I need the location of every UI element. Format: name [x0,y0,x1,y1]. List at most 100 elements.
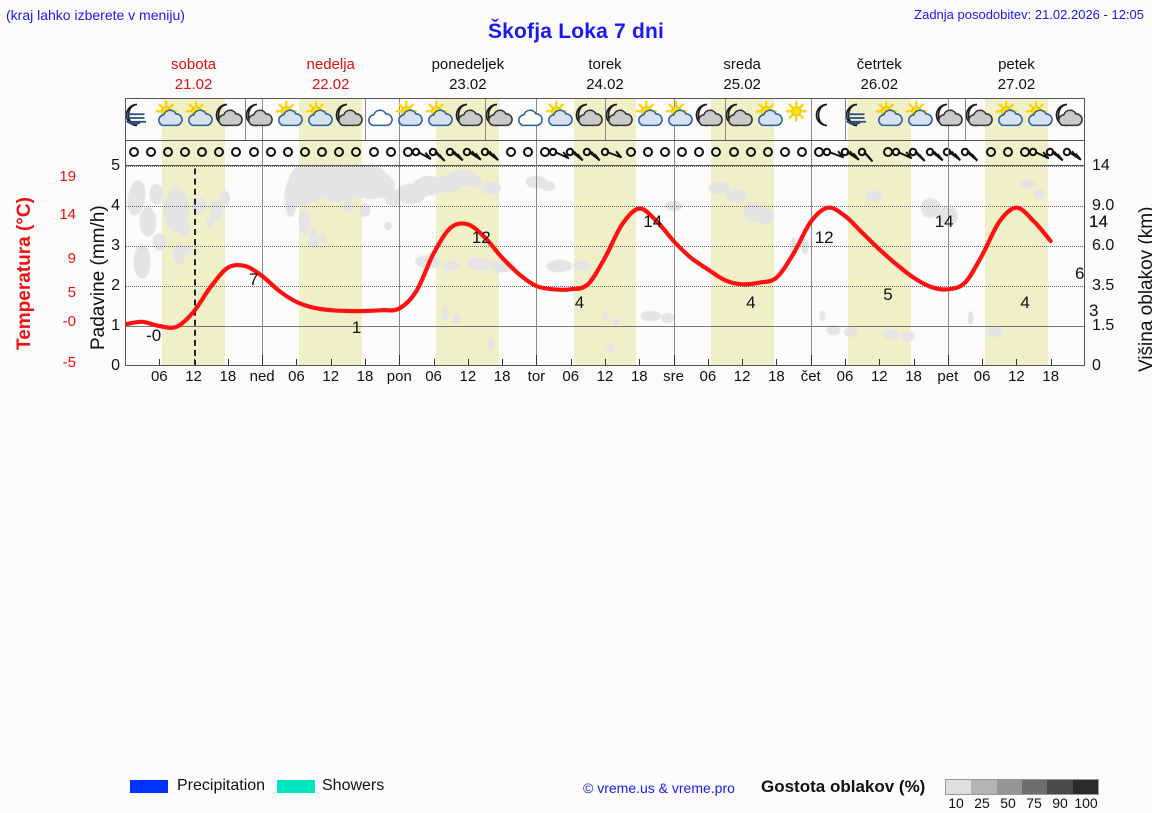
graph-area [125,166,1085,366]
time-tick-label: 18 [219,368,237,385]
time-tick-label: 12 [1008,368,1025,385]
x-tick [845,359,846,366]
page-title: Škofja Loka 7 dni [487,20,665,43]
wind-calm-icon [496,141,526,163]
sun-cloud-icon [875,100,905,136]
x-tick [399,355,401,366]
cloud-density-step [946,780,972,794]
icon-cell-separator [725,98,726,140]
temperature-value-label: 3 [1089,301,1099,321]
x-tick [742,359,744,366]
x-tick [365,359,366,366]
day-name: sreda [723,56,761,73]
time-tick-label: 18 [905,368,922,385]
wind-calm-icon [513,141,543,163]
x-tick [1016,359,1018,366]
cloud-icon [365,100,395,136]
vertical-gridline [810,166,812,366]
wind-calm-icon [153,141,183,163]
precipitation-tick-label: 0 [111,357,120,374]
day-date: 27.02 [997,76,1036,93]
vertical-gridline [262,166,264,366]
temperature-value-label: 6 [1075,264,1085,284]
cloud-density-step [1021,780,1048,794]
x-tick [536,355,538,366]
time-tick-label: 06 [288,368,305,385]
horizontal-gridline [125,326,1085,327]
time-tick-label: 18 [630,368,648,385]
time-tick-label: 12 [733,368,751,385]
temperature-tick-label: -0 [62,313,76,330]
x-tick [570,359,572,366]
x-tick [502,359,504,366]
wind-cell-separator [673,141,675,165]
sun-cloud-icon [305,100,335,136]
horizontal-gridline [125,286,1085,287]
time-tick-label: 06 [973,368,991,385]
weather-icon-row [125,98,1085,141]
wind-calm-icon [341,141,371,163]
menu-hint-text: (kraj lahko izberete v meniju) [6,7,185,23]
wind-barb-icon [1027,141,1057,163]
day-header-petek: petek 27.02 [948,55,1085,97]
copyright-text[interactable]: © vreme.us & vreme.pro [583,780,735,796]
cloudheight-tick-label: 9.0 [1092,197,1115,214]
wind-barb-icon [410,141,440,163]
wind-calm-icon [633,141,663,163]
vertical-gridline [673,166,675,366]
time-tick-label: pet [937,368,959,385]
precipitation-swatch [130,780,168,793]
time-tick-label: 06 [150,368,168,385]
icon-cell-separator [845,98,846,140]
sun-cloud-icon [545,100,575,136]
wind-calm-icon [307,141,337,163]
time-tick-label: 12 [870,368,888,385]
horizontal-gridline [125,206,1085,207]
moon-cloud-icon [455,100,485,136]
day-header-nedelja: nedelja 22.02 [262,55,399,97]
time-tick-label: 06 [562,368,580,385]
moon-cloud-icon [965,100,995,136]
day-date: 23.02 [449,76,487,93]
wind-calm-icon [753,141,783,163]
precipitation-tick-label: 1 [111,317,120,334]
temperature-value-label: 4 [1020,293,1030,312]
icon-cell-separator [245,98,246,140]
time-tick-label: 06 [699,368,717,385]
wind-calm-icon [256,141,286,163]
wind-barb-icon [581,141,611,163]
cloud-icon [515,100,545,136]
wind-calm-icon [667,141,697,163]
x-tick [879,359,881,366]
cloud-density-step [971,780,997,794]
day-name: ponedeljek [431,56,505,73]
wind-calm-icon [770,141,800,163]
x-tick [296,359,298,366]
showers-legend-label: Showers [322,777,385,794]
x-tick [776,359,778,366]
wind-barb-icon [959,141,989,163]
temperature-tick-label: 9 [67,250,76,267]
time-tick-label: ned [249,368,275,385]
wind-cell-separator [536,141,538,165]
wind-calm-icon [376,141,406,163]
temperature-curve [125,205,1053,330]
precipitation-tick-label: 3 [111,237,120,254]
moon-cloud-icon [245,100,275,136]
sun-cloud-icon [905,100,935,136]
temperature-tick-label: -5 [62,354,76,371]
day-date: 24.02 [586,76,624,93]
day-date: 26.02 [860,76,899,93]
wind-barb-icon [599,141,629,163]
wind-calm-icon [684,141,714,163]
cloud-density-step [1047,780,1073,794]
wind-calm-icon [701,141,731,163]
cloud-density-tick-label: 100 [1074,795,1098,811]
moon-cloud-icon [935,100,965,136]
x-tick [262,355,264,366]
time-tick-label: čet [800,368,821,385]
moon-icon [815,100,845,136]
x-tick [467,359,469,366]
temperature-value-label: 12 [471,228,491,248]
cloudheight-tick-label: 0 [1092,357,1101,374]
